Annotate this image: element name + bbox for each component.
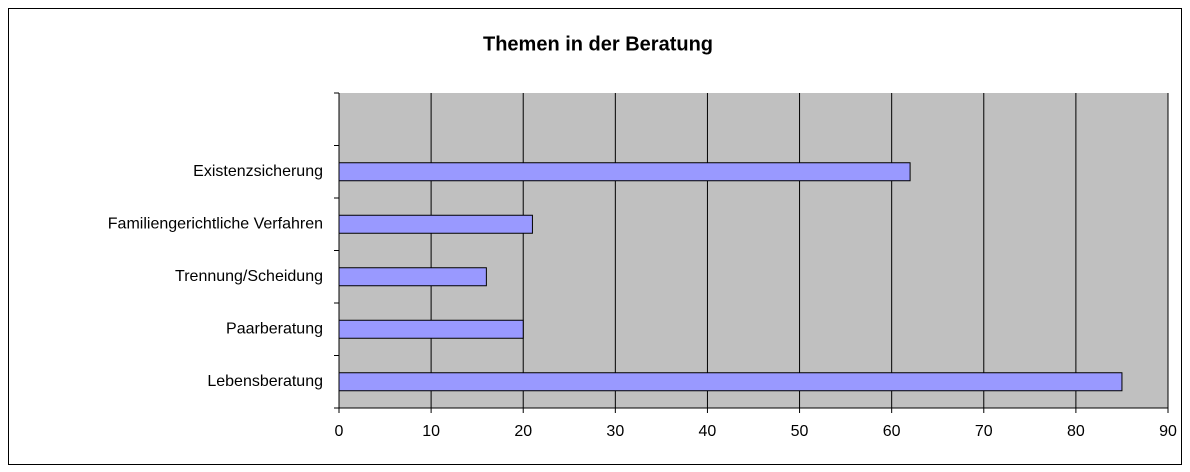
bar — [338, 267, 487, 287]
x-tick-label: 10 — [422, 423, 440, 440]
x-tick-label: 0 — [335, 423, 344, 440]
x-tick-label: 70 — [975, 423, 993, 440]
plot-area — [339, 93, 1168, 408]
chart-title: Themen in der Beratung — [483, 33, 713, 55]
x-tick-label: 50 — [791, 423, 809, 440]
x-tick-label: 20 — [514, 423, 532, 440]
y-tick-label: Lebensberatung — [207, 373, 323, 390]
y-tick-label: Paarberatung — [226, 320, 323, 337]
bar — [338, 319, 524, 339]
x-tick-label: 40 — [699, 423, 717, 440]
bar — [338, 372, 1123, 392]
y-tick-label: Familiengerichtliche Verfahren — [108, 215, 323, 232]
y-tick-label: Existenzsicherung — [193, 163, 323, 180]
bar — [338, 214, 533, 234]
x-tick-label: 30 — [606, 423, 624, 440]
x-tick-label: 60 — [883, 423, 901, 440]
x-tick-label: 90 — [1159, 423, 1177, 440]
y-tick-label: Trennung/Scheidung — [175, 268, 323, 285]
bar — [338, 162, 911, 182]
x-tick-label: 80 — [1067, 423, 1085, 440]
